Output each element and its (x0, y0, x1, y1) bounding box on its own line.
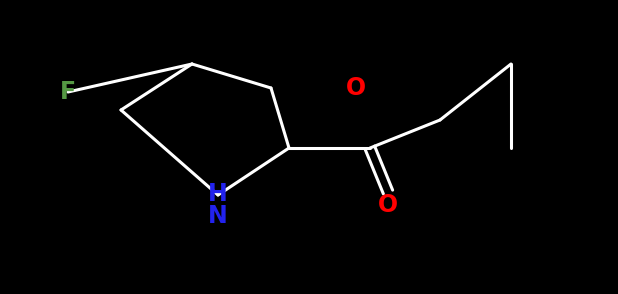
Text: O: O (378, 193, 398, 217)
Text: F: F (60, 80, 76, 104)
Text: H
N: H N (208, 182, 228, 228)
Text: O: O (346, 76, 366, 100)
